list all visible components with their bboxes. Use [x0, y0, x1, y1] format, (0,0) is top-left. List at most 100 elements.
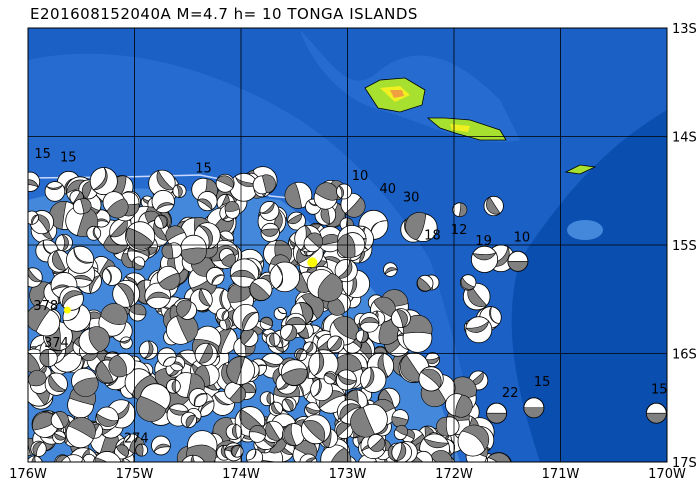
- focal-mechanism: [28, 210, 39, 226]
- focal-mechanism: [232, 303, 260, 332]
- focal-mechanism: [225, 423, 243, 441]
- x-tick-label: 174W: [222, 467, 260, 482]
- focal-mechanism: [219, 248, 236, 267]
- tutuila-island: [564, 164, 597, 175]
- focal-mechanism: [39, 348, 58, 368]
- focal-mechanism: [135, 443, 148, 457]
- focal-mechanism: [216, 307, 230, 321]
- x-tick-label: 176W: [9, 467, 47, 482]
- focal-mechanism: [28, 171, 41, 192]
- event-label: 19: [475, 234, 492, 249]
- focal-mechanism: [28, 455, 43, 462]
- map-frame: [27, 27, 668, 463]
- focal-mechanism: [119, 336, 133, 350]
- focal-mechanism: [326, 335, 345, 354]
- focal-mechanism: [131, 256, 146, 271]
- focal-mechanism: [161, 242, 183, 259]
- focal-mechanism: [418, 366, 444, 392]
- y-tick-label: 17S: [672, 456, 697, 471]
- x-tick-label: 172W: [435, 467, 473, 482]
- focal-mechanism: [55, 233, 73, 252]
- focal-mechanism: [245, 448, 264, 462]
- focal-mechanism: [102, 191, 129, 219]
- focal-mechanism: [156, 265, 181, 291]
- event-label: 10: [514, 231, 531, 246]
- focal-mechanism: [310, 378, 333, 402]
- focal-mechanism: [259, 201, 280, 221]
- focal-mechanism: [101, 265, 123, 286]
- focal-mechanism: [215, 173, 235, 193]
- focal-mechanism: [65, 417, 96, 449]
- focal-mechanism: [28, 267, 43, 288]
- x-tick-label: 175W: [116, 467, 154, 482]
- event-label: 378: [33, 299, 58, 314]
- y-tick-label: 14S: [672, 131, 697, 146]
- focal-mechanism: [44, 372, 68, 396]
- focal-mechanism: [128, 303, 147, 322]
- focal-mechanism: [265, 332, 281, 348]
- focal-mechanism: [66, 245, 95, 274]
- focal-mechanism: [50, 411, 69, 430]
- focal-mechanism: [180, 234, 207, 265]
- event-label: 18: [424, 229, 441, 244]
- focal-mechanism: [486, 402, 508, 424]
- focal-mechanism: [358, 312, 380, 333]
- focal-mechanism: [259, 316, 274, 331]
- focal-mechanism: [44, 181, 66, 202]
- focal-mechanism: [224, 201, 240, 219]
- event-label: 274: [124, 431, 149, 446]
- focal-mechanism: [78, 326, 110, 355]
- focal-mechanism: [452, 202, 468, 218]
- focal-mechanism: [294, 348, 308, 362]
- focal-mechanism: [98, 303, 128, 337]
- focal-mechanism: [523, 397, 545, 419]
- focal-mechanism: [367, 434, 386, 452]
- event-label: 12: [451, 223, 468, 238]
- focal-mechanism: [144, 282, 171, 310]
- focal-mechanism: [89, 167, 118, 196]
- focal-mechanism: [252, 174, 276, 195]
- focal-mechanism: [465, 316, 493, 344]
- focal-mechanism: [249, 277, 273, 302]
- secondary-marker: [63, 306, 71, 314]
- focal-mechanism: [280, 324, 298, 342]
- focal-mechanism: [172, 183, 187, 198]
- event-label: 22: [502, 386, 519, 401]
- focal-mechanism: [507, 250, 529, 272]
- focal-mechanism: [30, 440, 47, 457]
- focal-mechanism: [59, 286, 84, 311]
- focal-mechanism: [92, 451, 122, 462]
- focal-mechanism: [445, 393, 473, 418]
- x-tick-label: 173W: [329, 467, 367, 482]
- focal-mechanism: [240, 328, 259, 347]
- event-label: 374: [44, 336, 69, 351]
- focal-mechanism: [426, 450, 453, 462]
- focal-mechanism: [197, 191, 218, 212]
- focal-mechanism: [151, 435, 172, 456]
- focal-mechanism: [301, 414, 331, 445]
- focal-mechanism: [273, 307, 287, 321]
- focal-mechanism: [108, 352, 136, 378]
- focal-mechanism: [166, 378, 181, 394]
- y-tick-label: 15S: [672, 239, 697, 254]
- event-label: 15: [195, 161, 212, 176]
- focal-mechanism: [323, 371, 337, 385]
- focal-mechanism: [282, 423, 306, 447]
- focal-mechanism: [54, 454, 71, 462]
- map-title: E201608152040A M=4.7 h= 10 TONGA ISLANDS: [30, 5, 418, 23]
- focal-mechanism: [334, 259, 358, 283]
- y-tick-label: 13S: [672, 22, 697, 37]
- focal-mechanism: [230, 444, 244, 458]
- focal-mechanism: [186, 430, 218, 462]
- x-tick-label: 170W: [648, 467, 686, 482]
- y-tick-label: 16S: [672, 348, 697, 363]
- focal-mechanism: [181, 454, 205, 462]
- focal-mechanism: [188, 388, 208, 407]
- event-label: 10: [352, 169, 369, 184]
- event-label: 15: [651, 383, 668, 398]
- focal-mechanism: [393, 425, 409, 441]
- focal-mechanism: [229, 258, 260, 288]
- focal-mechanism: [72, 198, 92, 215]
- focal-mechanism: [151, 189, 175, 214]
- focal-mechanism: [248, 425, 267, 443]
